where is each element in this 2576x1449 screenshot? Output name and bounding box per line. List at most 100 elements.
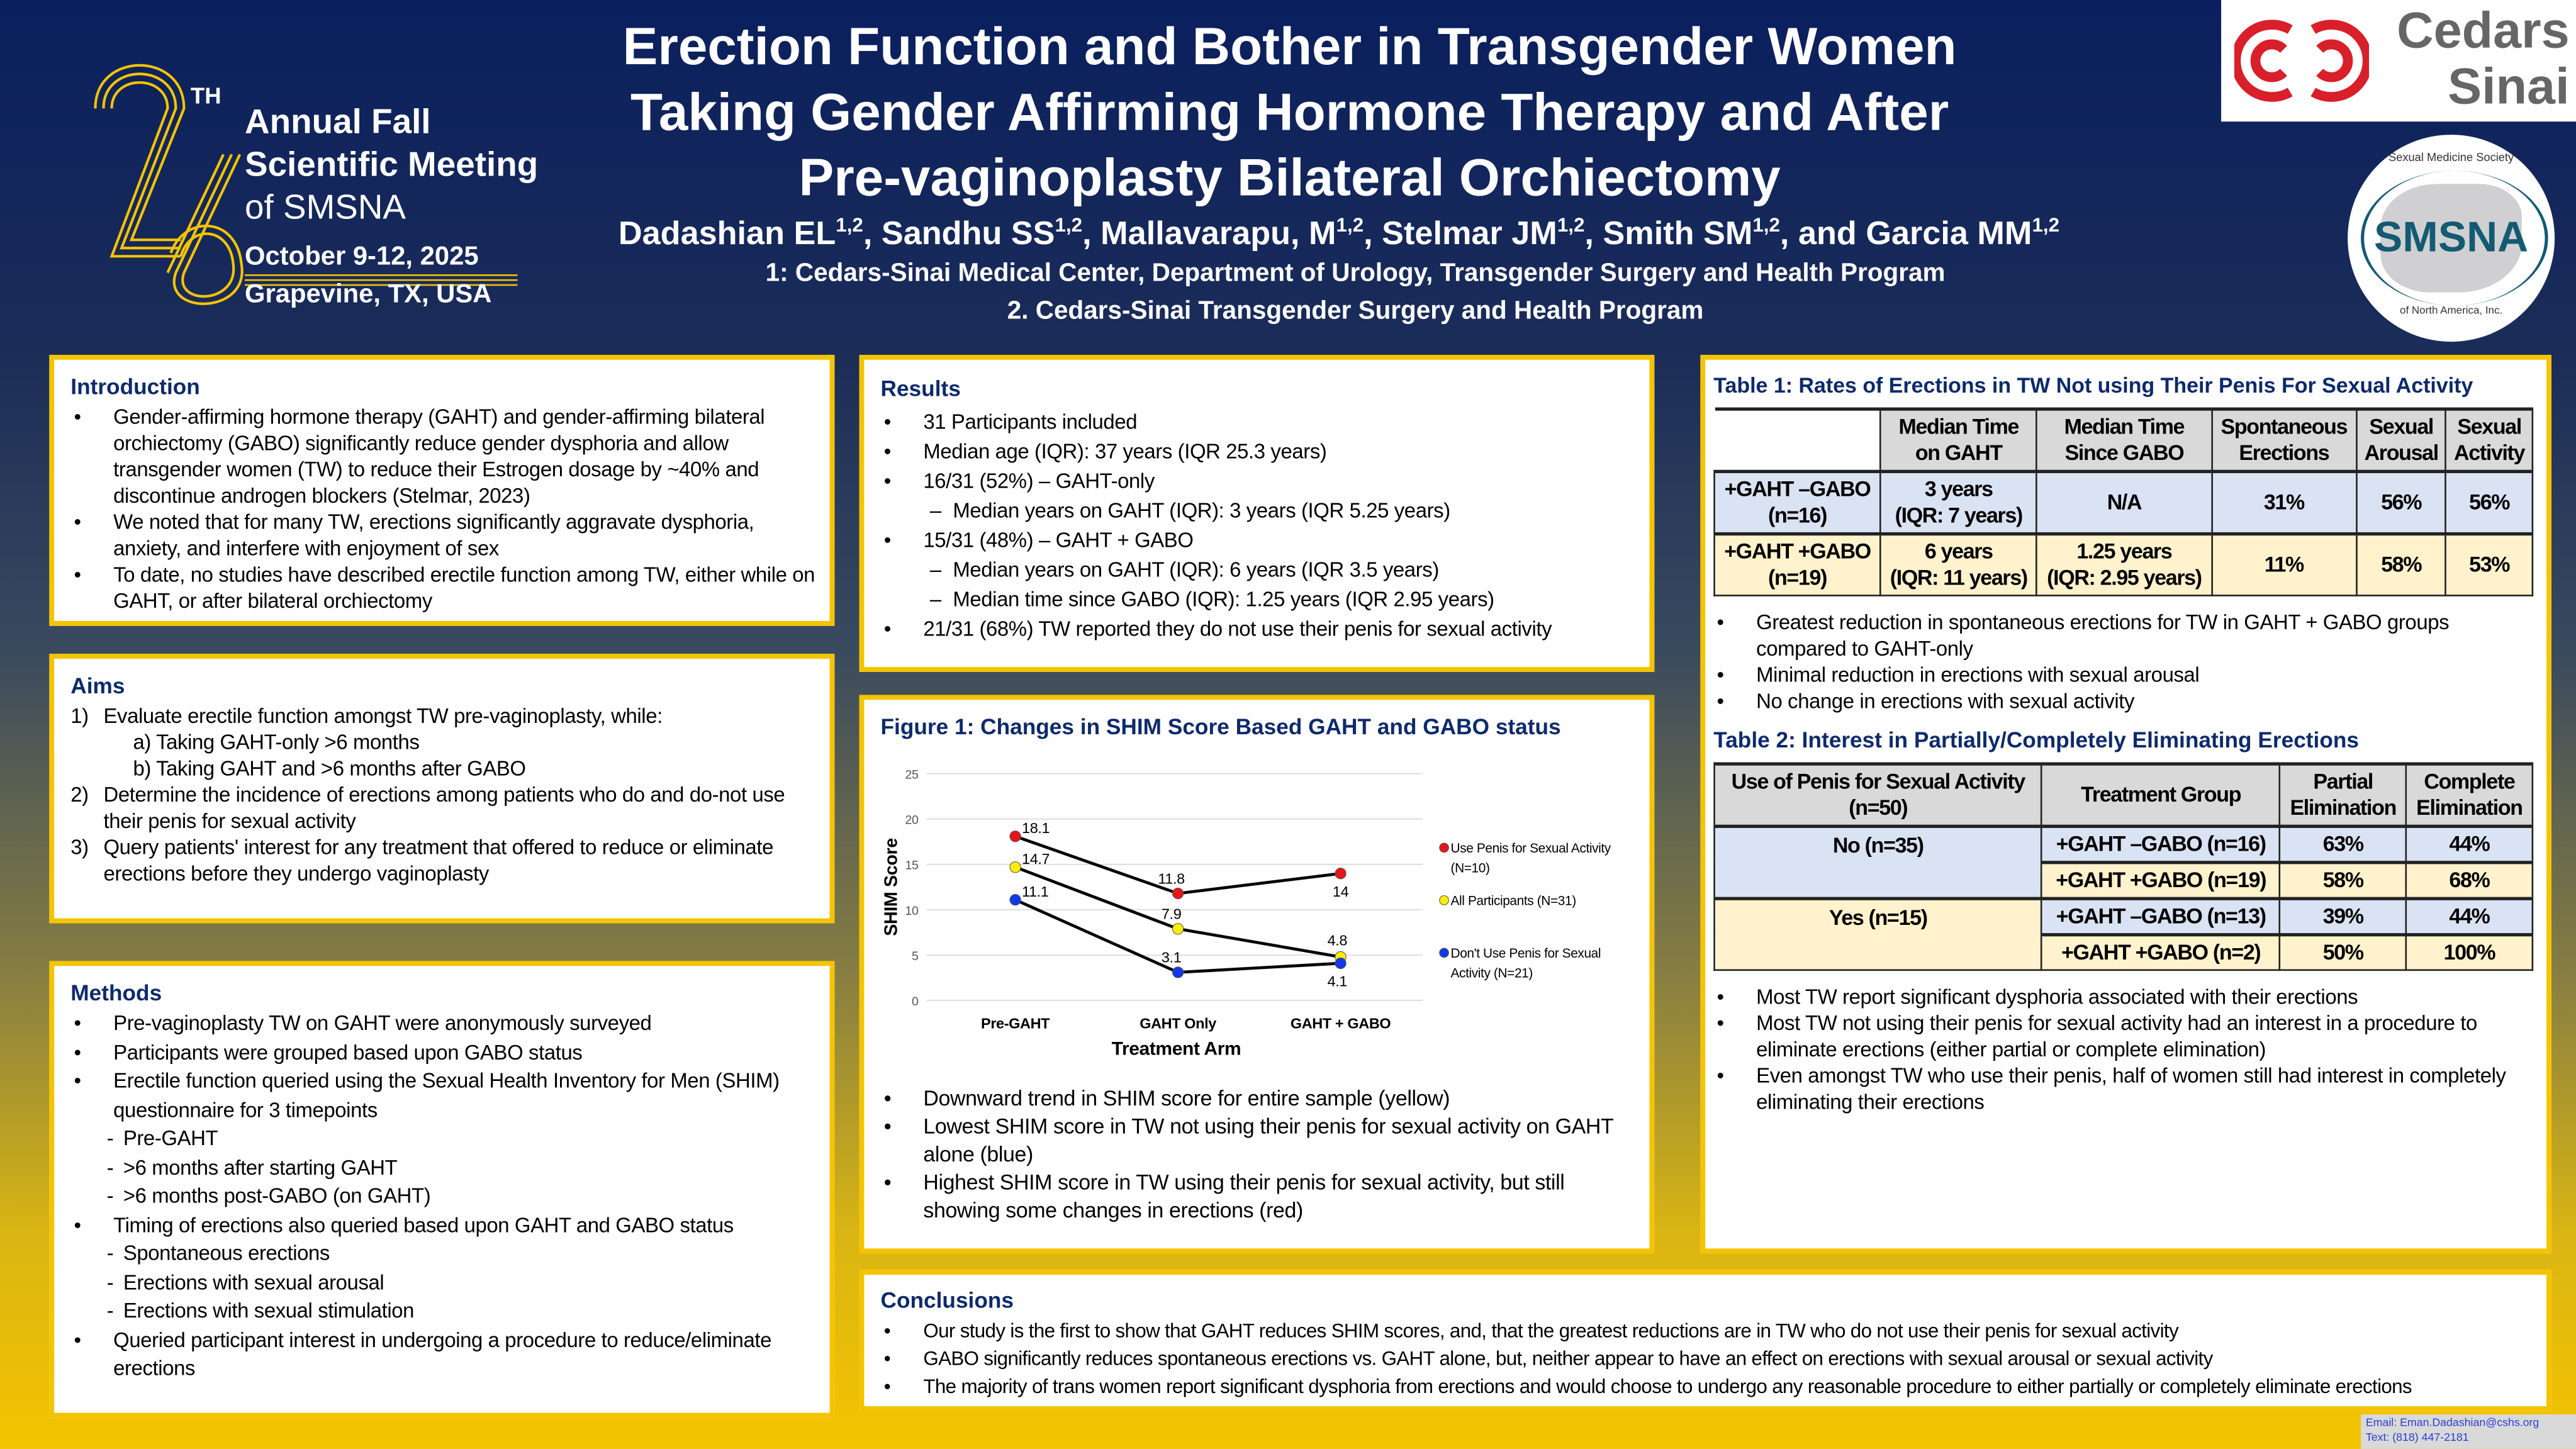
list-item: 21/31 (68%) TW reported they do not use … [880, 615, 1636, 644]
table-row: +GAHT +GABO (n=19) 6 years (IQR: 11 years) 1… [1713, 533, 2534, 596]
row-group-cell: +GAHT +GABO (n=19) [1713, 533, 1881, 596]
introduction-panel: Introduction Gender-affirming hormone th… [49, 354, 835, 626]
data-label: 14.7 [1022, 851, 1050, 867]
list-item: 16/31 (52%) – GAHT-only [880, 467, 1636, 496]
list-item: Timing of erections also queried based u… [70, 1212, 816, 1241]
list-item: Spontaneous erections [70, 1240, 816, 1269]
cedars-sinai-logo: Cedars Sinai [2221, 0, 2576, 122]
cell-line: Since GABO [2064, 440, 2185, 465]
contact-phone: Text: (818) 447-2181 [2365, 1432, 2469, 1445]
contact-box: Email: Eman.Dadashian@cshs.org Text: (81… [2361, 1414, 2576, 1449]
list-item: Most TW report significant dysphoria ass… [1713, 984, 2533, 1010]
table-cell-partial: 39% [2279, 897, 2407, 936]
table-cell-group: +GAHT +GABO (n=2) [2041, 934, 2281, 971]
use-of-penis-group-cell: No (n=35) [1713, 825, 2043, 900]
table-cell-complete: 68% [2405, 861, 2534, 900]
y-tick-label: 10 [905, 904, 919, 918]
aim-item: a) Taking GAHT-only >6 months [70, 729, 816, 756]
author-name: Smith SM [1603, 216, 1753, 253]
table-header-row: Median Time on GAHT Median Time Since GABO S… [1714, 408, 2534, 473]
table-cell: 11% [2210, 533, 2358, 596]
data-point [1172, 923, 1184, 935]
table-cell-partial: 50% [2279, 934, 2407, 971]
legend-label: All Participants (N=31) [1451, 894, 1576, 909]
cell-line: Elimination [2416, 795, 2523, 820]
column-header: Sexual Arousal [2355, 408, 2447, 473]
author-separator: , and [1779, 216, 1866, 253]
table-cell-group: +GAHT +GABO (n=19) [2041, 861, 2281, 900]
cell-line: (IQR: 11 years) [1890, 565, 2028, 590]
author-affiliation-sup: 1,2 [2032, 213, 2060, 237]
author-separator: , [1082, 216, 1101, 253]
cell-line: Arousal [2364, 440, 2439, 465]
cell-line: on GAHT [1915, 440, 2003, 465]
results-heading: Results [880, 376, 961, 401]
number-26-logo-graphic [94, 64, 244, 305]
author-name: Dadashian EL [618, 216, 836, 253]
empty-corner-cell [1714, 409, 1881, 472]
cell-line: 11% [2264, 552, 2304, 577]
legend-marker [1439, 895, 1449, 905]
aim-item: 2) Determine the incidence of erections a… [70, 782, 816, 835]
results-list: 31 Participants includedMedian age (IQR)… [880, 408, 1636, 644]
introduction-list: Gender-affirming hormone therapy (GAHT) … [70, 404, 816, 614]
x-tick-label: Pre-GAHT [981, 1015, 1050, 1031]
cedars-sinai-emblem-icon [2234, 20, 2370, 102]
list-item: Greatest reduction in spontaneous erecti… [1713, 610, 2533, 663]
author-name: Stelmar JM [1382, 216, 1557, 253]
data-point [1009, 861, 1021, 873]
aim-text: Evaluate erectile function amongst TW pr… [103, 705, 663, 728]
author-name: Mallavarapu, M [1100, 216, 1336, 253]
list-item: Our study is the first to show that GAHT… [880, 1318, 2529, 1345]
table-cell: 56% [2355, 471, 2447, 535]
aim-text: a) Taking GAHT-only >6 months [133, 730, 420, 754]
table-cell-complete: 44% [2405, 897, 2534, 936]
cell-line: Sexual [2369, 413, 2434, 439]
smsna-top-text: Sexual Medicine Society [2388, 152, 2514, 165]
table1: Median Time on GAHT Median Time Since GABO S… [1713, 408, 2534, 596]
data-label: 4.1 [1328, 973, 1347, 990]
cell-line: Activity [2454, 440, 2525, 465]
list-item: Erections with sexual arousal [70, 1269, 816, 1298]
column-header: Complete Elimination [2405, 763, 2534, 827]
author-separator: , [1364, 216, 1382, 253]
legend-marker [1439, 842, 1449, 853]
column-header: Spontaneous Erections [2210, 408, 2358, 473]
aim-text: Query patients' interest for any treatme… [103, 836, 774, 886]
table-cell: 1.25 years (IQR: 2.95 years) [2036, 533, 2213, 596]
cell-line: Median Time [1898, 413, 2020, 439]
data-point [1172, 887, 1184, 900]
table-cell-partial: 58% [2279, 861, 2407, 900]
legend-label: (N=10) [1451, 861, 1490, 875]
column-header: Treatment Group [2041, 763, 2281, 827]
cell-line: (IQR: 7 years) [1895, 502, 2024, 528]
cell-line: 56% [2381, 490, 2422, 515]
sinai-word: Sinai [2448, 57, 2570, 115]
data-point [1009, 831, 1021, 842]
author-affiliation-sup: 1,2 [1557, 213, 1585, 237]
list-item: Median years on GAHT (IQR): 3 years (IQR… [880, 496, 1636, 526]
list-item: Lowest SHIM score in TW not using their … [880, 1112, 1636, 1168]
cell-line: 3 years [1924, 476, 1993, 501]
conclusions-list: Our study is the first to show that GAHT… [880, 1318, 2529, 1401]
list-item: >6 months after starting GAHT [70, 1154, 816, 1183]
list-item: GABO significantly reduces spontaneous e… [880, 1345, 2529, 1373]
list-item: No change in erections with sexual activ… [1713, 688, 2533, 715]
aims-list: 1) Evaluate erectile function amongst TW … [70, 703, 816, 887]
column-header: Use of Penis for Sexual Activity (n=50) [1713, 763, 2043, 827]
contact-email[interactable]: Email: Eman.Dadashian@cshs.org [2365, 1418, 2540, 1429]
cell-line: 53% [2469, 552, 2510, 577]
list-item: Downward trend in SHIM score for entire … [880, 1084, 1636, 1112]
data-point [1335, 957, 1347, 970]
table-cell-partial: 63% [2279, 825, 2407, 864]
aim-number: 3) [70, 836, 89, 859]
title-line2: Taking Gender Affirming Hormone Therapy … [630, 82, 1949, 142]
meeting-ordinal-suffix: TH [190, 82, 221, 109]
data-point [1335, 868, 1347, 880]
table-cell: 53% [2445, 533, 2534, 596]
data-label: 11.1 [1022, 883, 1048, 900]
meeting-dates: October 9-12, 2025 [245, 243, 479, 271]
x-tick-label: GAHT + GABO [1291, 1015, 1391, 1031]
legend-marker [1439, 948, 1449, 958]
